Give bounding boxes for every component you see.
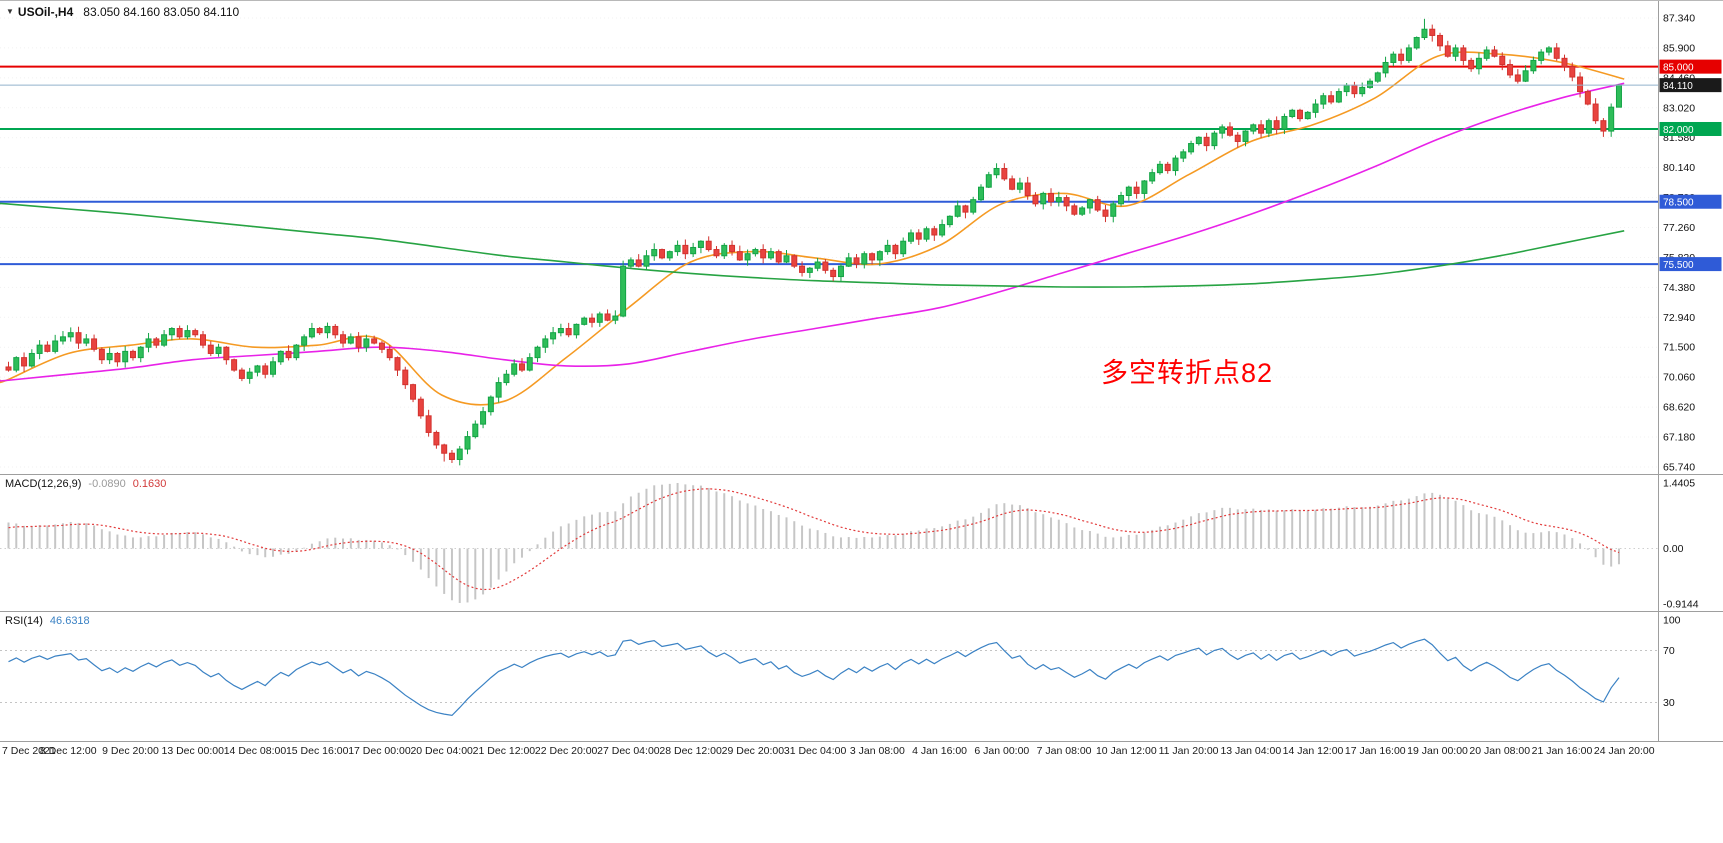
time-axis-label: 28 Dec 12:00 [659,745,722,757]
price-badge-84.110: 84.110 [1659,78,1722,93]
time-axis-label: 19 Jan 00:00 [1407,745,1468,757]
ohlc-values: 83.050 84.160 83.050 84.110 [83,5,240,19]
time-axis-label: 13 Jan 04:00 [1220,745,1281,757]
time-axis-label: 21 Dec 12:00 [473,745,536,757]
macd-main-value: -0.0890 [88,478,126,490]
time-axis-label: 7 Dec 2021 [2,745,56,757]
time-axis-label: 20 Dec 04:00 [410,745,473,757]
rsi-value: 46.6318 [49,615,90,627]
time-axis-label: 14 Jan 12:00 [1283,745,1344,757]
price-axis-label: 71.500 [1663,342,1695,354]
svg-text:85.000: 85.000 [1663,62,1694,73]
time-axis-label: 22 Dec 20:00 [535,745,598,757]
price-badge-85.000: 85.000 [1659,59,1722,74]
price-axis-label: 68.620 [1663,402,1695,414]
collapse-arrow-icon[interactable]: ▼ [6,7,14,16]
symbol-timeframe: USOil-,H4 [17,5,74,19]
price-axis-label: 87.340 [1663,13,1695,25]
time-axis-label: 24 Jan 20:00 [1594,745,1655,757]
price-axis-label: 77.260 [1663,222,1695,234]
rsi-scale-30: 30 [1663,697,1675,709]
macd-scale-bottom: -0.9144 [1663,599,1699,611]
time-axis-label: 14 Dec 08:00 [224,745,287,757]
macd-scale-top: 1.4405 [1663,478,1695,490]
time-axis-label: 3 Jan 08:00 [850,745,905,757]
time-axis-label: 8 Dec 12:00 [40,745,97,757]
horizontal-lines [0,65,1659,266]
rsi-scale-100: 100 [1663,615,1681,627]
price-axis: 87.34085.90084.46083.02081.58080.14078.7… [1663,13,1699,710]
macd-indicator-label: MACD(12,26,9) -0.0890 0.1630 [5,478,166,490]
chart-title: ▼ USOil-,H4 83.050 84.160 83.050 84.110 [6,5,239,19]
macd-scale-zero: 0.00 [1663,543,1684,555]
time-axis-label: 4 Jan 16:00 [912,745,967,757]
price-axis-label: 83.020 [1663,102,1695,114]
price-axis-label: 85.900 [1663,42,1695,54]
time-axis-label: 29 Dec 20:00 [722,745,785,757]
chart-annotation-text[interactable]: 多空转折点82 [1101,358,1274,388]
svg-text:78.500: 78.500 [1663,198,1694,209]
ma-slow-line [0,202,1625,288]
svg-text:84.110: 84.110 [1663,81,1693,92]
time-axis-label: 15 Dec 16:00 [286,745,349,757]
svg-text:82.000: 82.000 [1663,125,1694,136]
rsi-name: RSI(14) [5,615,43,627]
svg-text:75.500: 75.500 [1663,260,1694,271]
time-axis-label: 10 Jan 12:00 [1096,745,1157,757]
macd-signal-value: 0.1630 [132,478,167,490]
rsi-scale-70: 70 [1663,645,1675,657]
time-axis-label: 13 Dec 00:00 [161,745,224,757]
time-axis-label: 11 Jan 20:00 [1159,745,1219,757]
price-axis-label: 80.140 [1663,162,1695,174]
price-axis-label: 74.380 [1663,282,1695,294]
macd-name: MACD(12,26,9) [5,478,82,490]
price-axis-label: 67.180 [1663,432,1695,444]
time-axis-label: 17 Dec 00:00 [348,745,411,757]
candles-series [5,18,1622,466]
macd-histogram [7,483,1620,603]
time-axis-label: 31 Dec 04:00 [784,745,847,757]
time-axis-label: 21 Jan 16:00 [1532,745,1593,757]
time-axis-label: 9 Dec 20:00 [102,745,159,757]
time-axis-label: 6 Jan 00:00 [974,745,1029,757]
price-badge-82.000: 82.000 [1659,121,1722,136]
rsi-line [8,638,1620,717]
price-badge-78.500: 78.500 [1659,194,1722,209]
ma-fast-line [0,51,1625,406]
price-badge-75.500: 75.500 [1659,257,1722,272]
time-axis-label: 7 Jan 08:00 [1037,745,1092,757]
time-axis-label: 27 Dec 04:00 [597,745,660,757]
price-axis-label: 72.940 [1663,312,1695,324]
price-axis-label: 70.060 [1663,372,1695,384]
time-axis-label: 20 Jan 08:00 [1469,745,1530,757]
rsi-indicator-label: RSI(14) 46.6318 [5,615,90,627]
ma-mid-line [0,82,1625,382]
price-axis-label: 65.740 [1663,461,1695,473]
time-axis-label: 17 Jan 16:00 [1345,745,1406,757]
